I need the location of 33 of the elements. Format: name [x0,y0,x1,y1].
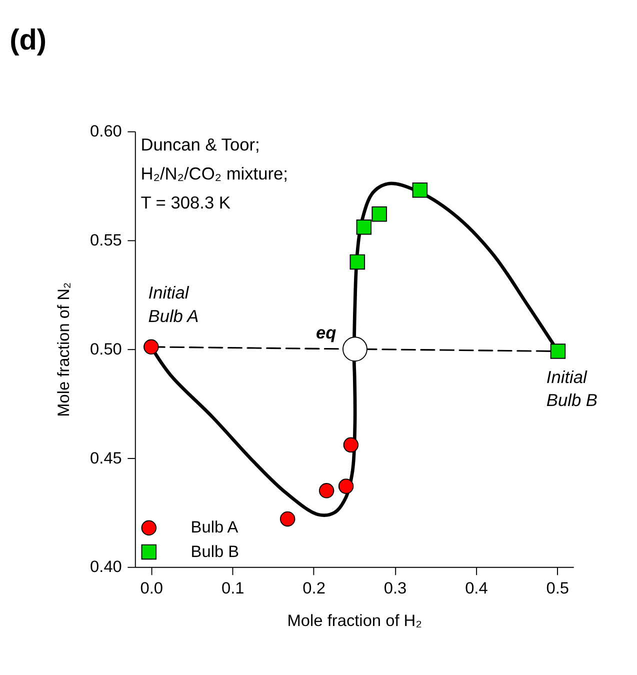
annotation: T = 308.3 K [140,192,231,212]
point [412,182,428,198]
point [343,437,359,453]
point [372,206,387,222]
point [338,478,354,494]
chart-title: (d) [10,24,47,56]
y-tick-label: 0.45 [90,449,122,468]
y-axis-title: Mole fraction of N₂ [54,282,73,417]
legend-label: Bulb B [190,542,240,561]
y-tick-label: 0.55 [90,231,122,250]
annotation: Initial Bulb A [148,282,199,326]
x-tick-label: 0.0 [140,579,164,598]
annotation: H₂/N₂/CO₂ mixture; [140,163,288,184]
annotation: Initial Bulb B [546,367,598,410]
point [318,483,334,498]
x-tick-label: 0.5 [546,579,570,598]
point [280,511,296,527]
point [144,339,159,355]
point [356,219,372,235]
x-axis-title: Mole fraction of H₂ [287,612,422,630]
annotation: Duncan & Toor; [140,134,260,155]
x-tick-label: 0.1 [221,579,244,598]
point [550,344,566,359]
point [350,254,366,270]
y-tick-label: 0.50 [90,340,122,358]
y-tick-label: 0.60 [90,122,122,141]
x-tick-label: 0.4 [465,579,488,598]
x-tick-label: 0.3 [384,579,407,598]
x-tick-label: 0.2 [302,579,326,598]
point [342,336,368,362]
y-tick-label: 0.40 [90,558,122,576]
annotation: eq [316,322,337,342]
legend-label: Bulb A [190,518,238,537]
